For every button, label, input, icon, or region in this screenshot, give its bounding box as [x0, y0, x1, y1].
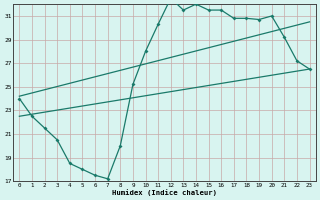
X-axis label: Humidex (Indice chaleur): Humidex (Indice chaleur): [112, 189, 217, 196]
